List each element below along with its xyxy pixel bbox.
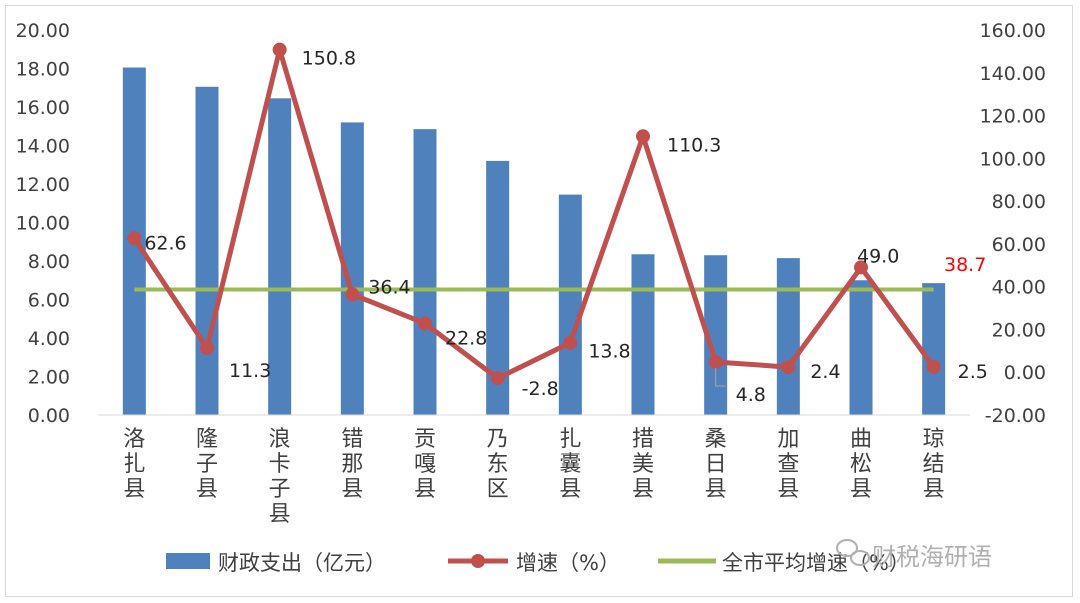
growth-data-label: 13.8 — [588, 341, 630, 363]
legend-bar-label: 财政支出（亿元） — [218, 551, 386, 575]
legend-average-label: 全市平均增速（%） — [722, 551, 910, 575]
left-tick-label: 4.00 — [28, 328, 70, 350]
left-tick-label: 18.00 — [16, 59, 70, 81]
legend-growth-label: 增速（%） — [516, 551, 620, 575]
right-tick-label: -20.00 — [985, 405, 1046, 427]
right-tick-label: 60.00 — [992, 234, 1046, 256]
growth-marker — [708, 354, 723, 369]
watermark-text: 财税海研语 — [872, 543, 992, 571]
legend-growth-marker — [471, 554, 485, 568]
growth-marker — [418, 316, 432, 331]
right-tick-label: 140.00 — [980, 63, 1046, 85]
category-label: 洛扎县 — [123, 427, 145, 502]
category-label: 曲松县 — [850, 427, 872, 502]
expenditure-bar — [558, 194, 582, 415]
left-tick-label: 6.00 — [28, 290, 70, 312]
expenditure-bar — [776, 258, 800, 415]
growth-marker — [272, 42, 287, 57]
growth-markers — [127, 42, 941, 386]
left-tick-label: 0.00 — [28, 405, 70, 427]
growth-data-label: 62.6 — [144, 232, 186, 254]
growth-data-label: 2.5 — [958, 361, 988, 383]
growth-data-label: 110.3 — [667, 134, 721, 156]
category-label: 乃东区 — [487, 427, 509, 502]
expenditure-bar — [631, 254, 655, 415]
growth-marker — [926, 359, 941, 374]
right-tick-label: 0.00 — [1004, 362, 1046, 384]
expenditure-bar — [704, 255, 728, 415]
expenditure-bar — [849, 280, 873, 415]
right-axis: -20.00 0.00 20.00 40.00 60.00 80.00 100.00 120.… — [980, 20, 1046, 427]
right-tick-label: 80.00 — [992, 191, 1046, 213]
right-tick-label: 160.00 — [980, 20, 1046, 42]
wechat-icon — [836, 539, 870, 566]
category-label: 加查县 — [777, 427, 799, 502]
growth-marker — [127, 231, 142, 246]
growth-data-label: 36.4 — [368, 276, 410, 298]
left-tick-label: 10.00 — [16, 213, 70, 235]
category-label: 措美县 — [632, 427, 654, 502]
left-tick-label: 14.00 — [16, 136, 70, 158]
category-label: 浪卡子县 — [269, 427, 291, 527]
left-tick-label: 12.00 — [16, 174, 70, 196]
category-label: 扎囊县 — [559, 427, 581, 502]
leader-line — [715, 367, 726, 387]
legend-bar-swatch — [166, 553, 210, 569]
left-tick-label: 20.00 — [16, 20, 70, 42]
chart-frame — [5, 5, 1073, 597]
growth-marker — [781, 360, 796, 375]
growth-data-label: 2.4 — [810, 361, 840, 383]
category-label: 错那县 — [341, 427, 363, 502]
category-label: 贡嘎县 — [414, 427, 436, 502]
category-label: 桑日县 — [705, 427, 727, 502]
right-tick-label: 100.00 — [980, 148, 1046, 170]
left-tick-label: 8.00 — [28, 251, 70, 273]
legend: 财政支出（亿元） 增速（%） 全市平均增速（%） — [166, 551, 910, 575]
growth-rate-line — [132, 47, 936, 381]
category-label: 隆子县 — [196, 427, 218, 502]
expenditure-bar — [195, 86, 219, 415]
bars — [122, 67, 946, 416]
growth-marker — [490, 371, 505, 386]
left-tick-label: 16.00 — [16, 97, 70, 119]
left-axis: 0.00 2.00 4.00 6.00 8.00 10.00 12.00 14.00 16.00… — [16, 20, 70, 427]
data-labels: 62.6 11.3 150.8 36.4 22.8 -2.8 13.8 110.3 4.8 2.4… — [144, 48, 988, 406]
growth-marker — [563, 335, 578, 350]
expenditure-bar — [340, 122, 364, 416]
growth-data-label: 22.8 — [445, 327, 487, 349]
watermark: 财税海研语 — [836, 539, 992, 571]
growth-data-label: -2.8 — [522, 378, 559, 400]
left-tick-label: 2.00 — [28, 367, 70, 389]
average-growth-label: 38.7 — [944, 254, 986, 276]
growth-marker — [854, 260, 868, 275]
right-tick-label: 20.00 — [992, 319, 1046, 341]
growth-data-label: 49.0 — [857, 245, 899, 267]
category-labels: 洛扎县 隆子县 浪卡子县 错那县 贡嘎县 乃东区 扎囊县 措美县 桑日县 加查县 曲松县 琼结县 — [123, 427, 944, 527]
expenditure-bar — [413, 129, 437, 415]
right-tick-label: 40.00 — [992, 277, 1046, 299]
expenditure-bar — [268, 98, 292, 416]
right-tick-label: 120.00 — [980, 106, 1046, 128]
category-label: 琼结县 — [923, 427, 945, 502]
growth-data-label: 11.3 — [229, 360, 271, 382]
growth-data-label: 4.8 — [736, 384, 766, 406]
expenditure-bar — [922, 283, 946, 415]
growth-data-label: 150.8 — [302, 48, 356, 70]
growth-marker — [345, 287, 360, 302]
growth-marker — [636, 129, 650, 144]
growth-marker — [200, 341, 214, 356]
